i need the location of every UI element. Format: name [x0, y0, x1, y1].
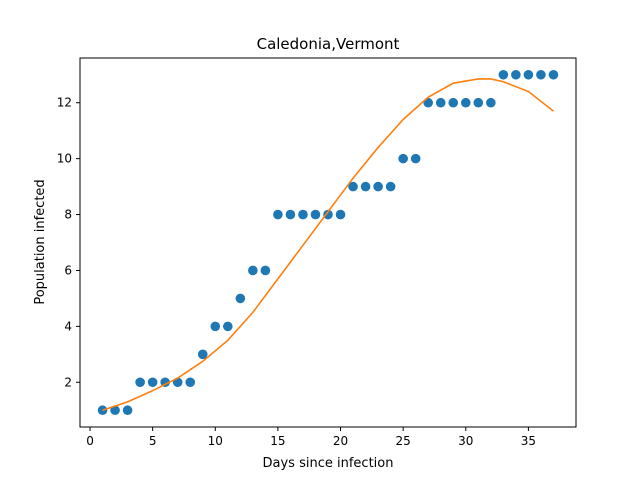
data-point — [323, 209, 333, 220]
y-tick-label: 10 — [57, 152, 72, 166]
x-tick-label: 5 — [149, 434, 157, 448]
data-point — [486, 97, 496, 108]
data-point — [235, 293, 246, 304]
x-tick-label: 10 — [208, 434, 223, 448]
data-point — [122, 405, 133, 416]
y-tick-label: 2 — [64, 375, 72, 389]
data-point — [473, 97, 484, 108]
y-tick-label: 6 — [64, 263, 72, 277]
data-point — [498, 69, 509, 80]
data-point — [373, 181, 383, 192]
x-tick-label: 20 — [333, 434, 348, 448]
x-tick-label: 15 — [270, 434, 285, 448]
data-point — [310, 209, 321, 220]
data-point — [273, 209, 283, 220]
data-point — [348, 181, 358, 192]
y-tick-label: 12 — [57, 96, 72, 110]
data-point — [135, 377, 145, 388]
data-point — [147, 377, 158, 388]
x-axis-label: Days since infection — [263, 456, 394, 471]
data-point — [260, 265, 271, 276]
data-point — [385, 181, 396, 192]
data-point — [335, 209, 346, 220]
data-point — [548, 69, 559, 80]
x-tick-label: 25 — [396, 434, 411, 448]
data-point — [460, 97, 471, 108]
data-point — [298, 209, 308, 220]
y-axis-ticks: 2 4 6 8 10 12 — [57, 96, 80, 389]
data-point — [222, 321, 233, 332]
x-tick-label: 0 — [86, 434, 94, 448]
data-point — [536, 69, 546, 80]
data-point — [511, 69, 521, 80]
data-point — [248, 265, 258, 276]
data-point — [360, 181, 371, 192]
scatter-points — [97, 69, 559, 416]
y-axis-label: Population infected — [33, 179, 48, 304]
data-point — [448, 97, 459, 108]
x-axis-ticks: 0 5 10 15 20 25 30 35 — [86, 427, 536, 448]
y-tick-label: 4 — [64, 319, 72, 333]
y-tick-label: 8 — [64, 208, 72, 222]
data-point — [523, 69, 534, 80]
data-point — [410, 153, 421, 164]
x-tick-label: 35 — [521, 434, 536, 448]
data-point — [398, 153, 408, 164]
data-point — [97, 405, 108, 416]
data-point — [285, 209, 296, 220]
fit-line — [102, 78, 554, 411]
data-point — [435, 97, 446, 108]
data-point — [197, 349, 208, 360]
plot-area — [79, 57, 577, 428]
data-point — [160, 377, 170, 388]
data-point — [210, 321, 221, 332]
data-point — [185, 377, 196, 388]
chart-title: Caledonia,Vermont — [257, 35, 400, 53]
data-point — [110, 405, 120, 416]
x-tick-label: 30 — [458, 434, 473, 448]
